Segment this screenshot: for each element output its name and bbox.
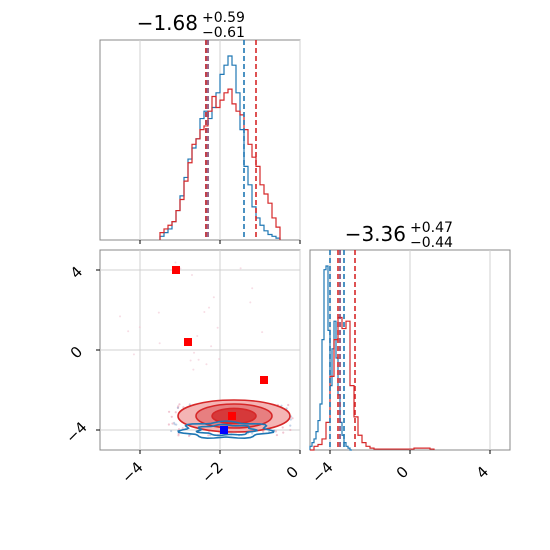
blue-contour-0 [177,420,275,440]
scatter-ytick-label-0: −4 [62,418,90,446]
scatter-dot [208,306,211,309]
scatter-dot [127,330,130,333]
scatter-dot [249,301,252,304]
scatter-dot [174,411,177,414]
scatter-dot [212,296,215,299]
scatter-dot [174,261,177,264]
hist-y-series-0 [309,265,352,451]
hist-y-xtick-label-2: 4 [473,463,492,482]
scatter-dot [251,432,254,435]
title-y-main: −3.36 [345,222,406,246]
hist-x-series-1 [159,88,281,240]
scatter-dot [157,311,160,314]
scatter-dot [280,404,283,407]
title-y-sup: +0.47 [410,220,453,236]
scatter-dot [281,426,284,429]
blue-contour-1 [195,423,258,437]
scatter-dot [170,415,173,418]
scatter-dot [282,431,285,434]
scatter-dot [138,326,141,329]
scatter-dot [158,342,161,345]
scatter-dot [291,417,294,420]
scatter-dot [177,432,180,435]
scatter-dot [261,331,264,334]
scatter-dot [188,403,191,406]
scatter-dot [193,351,196,354]
scatter-dot [189,359,192,362]
scatter-xtick-label-2: 0 [283,463,302,482]
scatter-dot [210,345,213,348]
scatter-dot [176,406,179,409]
scatter-dot [177,428,181,431]
scatter-dot [289,424,292,427]
scatter-dot [203,311,206,314]
scatter-dot [182,406,185,409]
title-y: −3.36 +0.47 −0.44 [345,220,453,251]
scatter-layer [96,250,301,454]
scatter-ytick-label-2: 4 [67,263,86,282]
title-x: −1.68 +0.59 −0.61 [137,10,245,41]
scatter-dot [181,427,184,430]
scatter-ytick-label-1: 0 [67,343,86,362]
scatter-dot [192,368,195,371]
scatter-dot [178,403,181,406]
scatter-dot [289,418,292,421]
scatter-dot [171,422,174,425]
title-x-sup: +0.59 [202,10,245,26]
hist-y-layer [309,250,491,454]
scatter-dot [289,428,292,432]
tick-labels: −4 −2 0 −4 0 4 −4 0 4 [62,263,492,487]
title-x-sub: −0.61 [202,25,245,41]
blue-marker-0 [220,426,228,434]
scatter-dot [207,434,210,437]
scatter-dot [216,326,219,329]
hist-y-xtick-label-1: 0 [393,463,412,482]
scatter-dot [218,358,221,361]
red-marker-0 [172,266,180,274]
scatter-dot [167,410,171,413]
hist-y-xtick-label-0: −4 [308,458,336,486]
red-marker-2 [260,376,268,384]
scatter-dot [132,353,135,356]
scatter-dot [251,287,254,290]
hist-x-layer [139,40,301,244]
panel-hist-x-frame [99,39,301,241]
scatter-dot [170,429,173,433]
scatter-dot [239,267,242,270]
title-x-main: −1.68 [137,11,198,35]
red-marker-3 [228,412,236,420]
red-marker-1 [184,338,192,346]
scatter-dot [197,358,200,361]
scatter-dot [262,430,265,433]
scatter-dot [274,430,278,433]
scatter-dot [187,434,191,438]
scatter-dot [196,335,199,338]
scatter-dot [173,423,176,426]
hist-y-series-1 [310,316,435,451]
title-y-sub: −0.44 [410,235,453,251]
scatter-dot [275,433,279,437]
scatter-xtick-label-1: −2 [198,458,226,486]
scatter-dot [190,273,193,276]
scatter-dot [167,423,170,426]
scatter-dot [285,407,288,410]
scatter-xtick-label-0: −4 [118,458,146,486]
scatter-dot [119,315,122,318]
scatter-dot [205,363,208,366]
scatter-dot [287,403,290,407]
